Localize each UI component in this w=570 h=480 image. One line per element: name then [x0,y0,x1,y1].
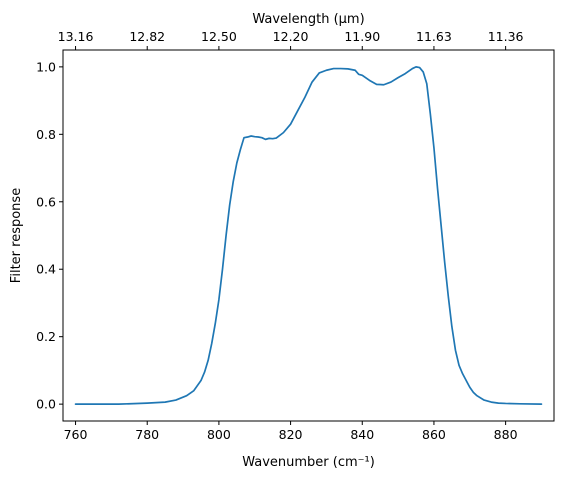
top-x-tick-label: 11.36 [488,29,524,44]
axes-layer [62,49,555,422]
y-tick-label: 0.8 [36,127,56,142]
plot-layer [74,66,543,405]
series-line-0 [74,66,543,405]
top-x-tick-label: 12.50 [201,29,237,44]
x-tick-label: 820 [279,427,303,442]
top-x-tick-label: 12.82 [129,29,165,44]
x-tick-label: 840 [350,427,374,442]
top-x-tick-label: 12.20 [273,29,309,44]
x-tick-label: 800 [207,427,231,442]
y-axis-label: Filter response [9,188,24,283]
y-tick-label: 0.0 [36,397,56,412]
ticks-layer: 760 780 800 820 840 860 880 13.16 12.82 12.50 12.2… [36,29,523,442]
y-tick-label: 0.6 [36,194,56,209]
y-tick-label: 1.0 [36,59,56,74]
top-x-tick-label: 11.90 [344,29,380,44]
top-x-tick-label: 11.63 [416,29,452,44]
y-tick-label: 0.4 [36,262,56,277]
y-tick-label: 0.2 [36,329,56,344]
x-tick-label: 760 [64,427,88,442]
top-x-axis-label: Wavelength (μm) [252,12,364,27]
x-tick-label: 880 [494,427,518,442]
x-axis-label: Wavenumber (cm⁻¹) [242,455,375,470]
x-tick-label: 860 [422,427,446,442]
plot-frame [62,49,555,422]
top-x-tick-label: 13.16 [58,29,94,44]
x-tick-label: 780 [135,427,159,442]
